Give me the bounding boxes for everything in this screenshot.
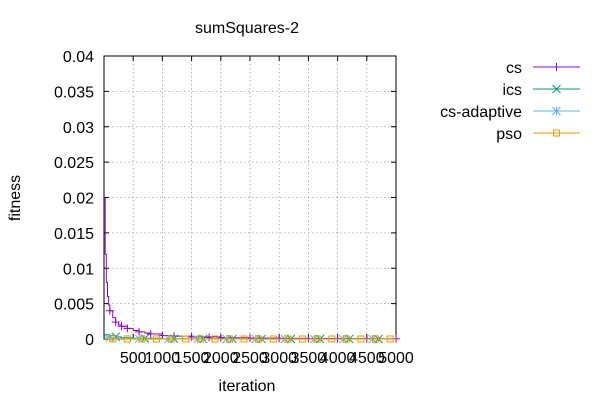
- y-tick-label: 0.02: [63, 191, 94, 208]
- point-pso: [240, 335, 248, 343]
- point-cs: [146, 330, 155, 339]
- point-pso: [153, 335, 161, 343]
- point-pso: [109, 335, 117, 343]
- point-pso: [284, 335, 292, 343]
- point-cs: [105, 306, 114, 315]
- point-cs: [135, 327, 144, 336]
- y-axis-label: fitness: [7, 175, 24, 221]
- y-tick-label: 0.04: [63, 49, 94, 66]
- y-tick-label: 0.035: [54, 84, 94, 101]
- point-pso: [313, 335, 321, 343]
- x-axis-label: iteration: [219, 378, 276, 395]
- legend-marker-cs: [552, 63, 561, 71]
- chart-title: sumSquares-2: [195, 20, 299, 37]
- point-cs: [123, 324, 132, 333]
- tick-labels: 0 0.005 0.01 0.015 0.02 0.025 0.03 0.035 0.04 500…: [54, 49, 414, 367]
- grid: [104, 55, 397, 340]
- point-pso: [138, 335, 146, 343]
- legend-marker-cs-adaptive: [552, 106, 561, 116]
- x-tick-label: 2500: [232, 350, 268, 367]
- y-tick-label: 0.01: [63, 261, 94, 278]
- point-pso: [357, 335, 365, 343]
- y-tick-label: 0.03: [63, 120, 94, 137]
- point-pso: [255, 335, 263, 343]
- point-pso: [123, 335, 131, 343]
- point-pso: [269, 335, 277, 343]
- legend: cs ics cs-adaptive pso: [440, 60, 580, 143]
- series-group: [104, 197, 400, 344]
- point-pso: [182, 335, 190, 343]
- point-cs: [117, 322, 126, 331]
- point-pso: [372, 335, 380, 343]
- x-tick-label: 3000: [261, 350, 297, 367]
- y-tick-label: 0: [85, 332, 94, 349]
- x-tick-label: 4000: [320, 350, 356, 367]
- legend-label-pso: pso: [496, 126, 522, 143]
- legend-marker-ics: [552, 84, 561, 94]
- x-tick-label: 5000: [378, 350, 414, 367]
- y-tick-label: 0.015: [54, 226, 94, 243]
- x-tick-label: 3500: [291, 350, 327, 367]
- point-pso: [196, 335, 204, 343]
- x-tick-label: 4500: [349, 350, 385, 367]
- legend-marker-pso: [553, 129, 560, 137]
- x-tick-label: 500: [120, 350, 147, 367]
- point-pso: [211, 335, 219, 343]
- point-cs: [111, 318, 120, 327]
- y-tick-label: 0.025: [54, 155, 94, 172]
- x-tick-label: 2000: [203, 350, 239, 367]
- point-pso: [226, 335, 234, 343]
- y-tick-label: 0.005: [54, 297, 94, 314]
- x-tick-label: 1000: [145, 350, 181, 367]
- legend-label-cs-adaptive: cs-adaptive: [440, 104, 522, 121]
- point-pso: [299, 335, 307, 343]
- point-pso: [167, 335, 175, 343]
- x-tick-label: 1500: [174, 350, 210, 367]
- point-pso: [342, 335, 350, 343]
- point-pso: [386, 335, 394, 343]
- point-pso: [328, 335, 336, 343]
- legend-label-ics: ics: [502, 82, 522, 99]
- legend-label-cs: cs: [506, 60, 522, 77]
